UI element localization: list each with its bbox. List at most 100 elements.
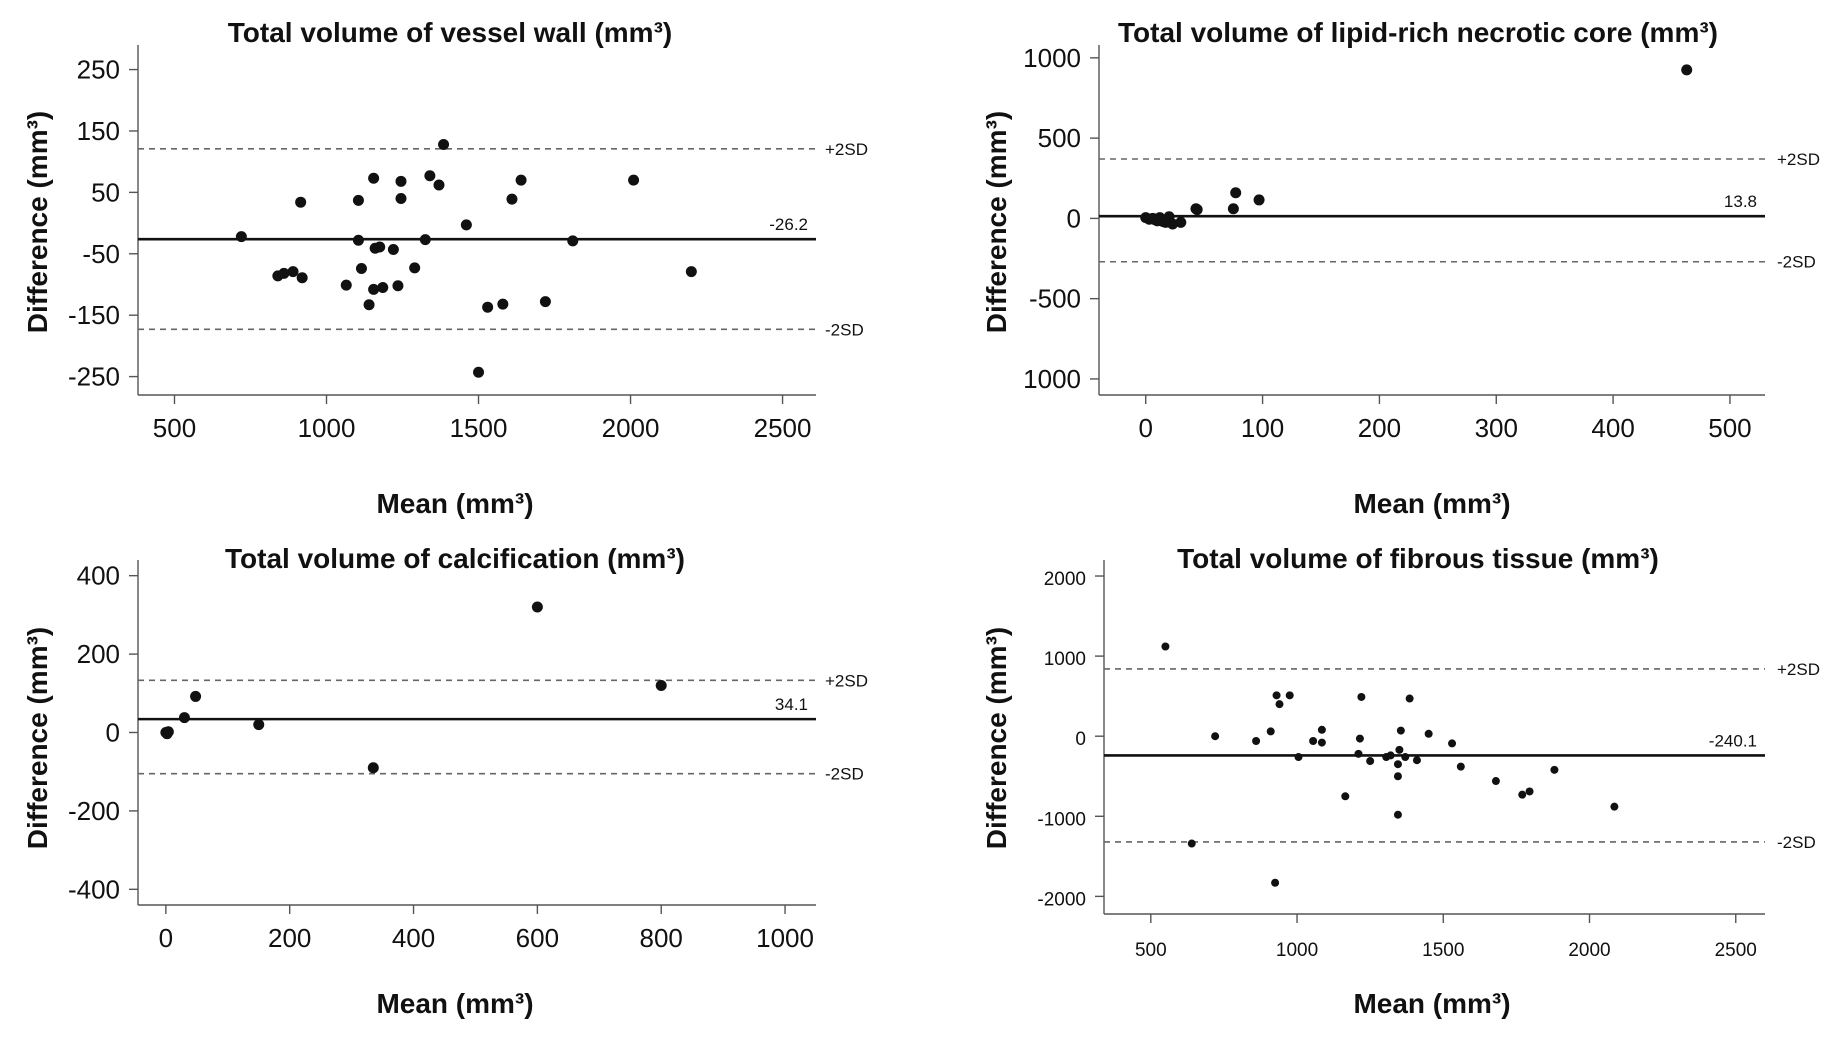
x-tick-label: 200: [1358, 413, 1401, 443]
data-point: [497, 298, 509, 310]
y-tick-label: 0: [1067, 203, 1081, 233]
data-point: [1309, 737, 1318, 746]
data-point: [515, 174, 527, 186]
upper-limit-label: +2SD: [825, 671, 868, 690]
y-tick-label: 1000: [1023, 364, 1081, 394]
y-tick-label: 50: [91, 177, 120, 207]
y-tick-label: 500: [1038, 123, 1081, 153]
x-axis-label: Mean (mm³): [1353, 988, 1510, 1019]
data-point: [162, 726, 174, 738]
y-tick-label: 150: [77, 116, 120, 146]
data-point: [419, 234, 431, 246]
data-point: [1266, 727, 1275, 736]
data-point: [1491, 777, 1500, 786]
upper-limit-label: +2SD: [1777, 660, 1820, 679]
y-tick-label: -200: [68, 796, 120, 826]
data-point: [482, 301, 494, 313]
data-point: [295, 196, 307, 208]
y-tick-label: -250: [68, 362, 120, 392]
x-tick-label: 2000: [602, 413, 660, 443]
data-point: [1393, 772, 1402, 781]
data-point: [1393, 810, 1402, 819]
y-tick-label: 200: [77, 639, 120, 669]
data-point: [1366, 757, 1375, 766]
chart-title: Total volume of lipid-rich necrotic core…: [1118, 17, 1718, 48]
data-point: [1317, 725, 1326, 734]
data-point: [473, 366, 485, 378]
y-tick-label: 0: [1075, 729, 1086, 750]
x-tick-label: 2000: [1568, 940, 1610, 961]
data-point: [433, 179, 445, 191]
mean-difference-label: -240.1: [1709, 731, 1757, 750]
lower-limit-label: -2SD: [1777, 833, 1816, 852]
data-point: [1211, 732, 1220, 741]
chart-title: Total volume of fibrous tissue (mm³): [1177, 543, 1659, 574]
chart-title: Total volume of vessel wall (mm³): [228, 17, 672, 48]
y-tick-label: 250: [77, 55, 120, 85]
data-point: [395, 193, 407, 205]
x-tick-label: 400: [392, 923, 435, 953]
data-point: [1448, 739, 1457, 748]
data-point: [1412, 756, 1421, 765]
data-point: [1187, 839, 1196, 848]
mean-difference-label: -26.2: [769, 215, 808, 234]
data-point: [685, 266, 697, 278]
data-point: [1405, 694, 1414, 703]
x-tick-label: 100: [1241, 413, 1284, 443]
panel-fibrous-tissue: Total volume of fibrous tissue (mm³) 500 1…: [981, 543, 1820, 1019]
data-point: [1341, 792, 1350, 801]
data-point: [1395, 745, 1404, 754]
x-tick-label: 400: [1591, 413, 1634, 443]
data-point: [506, 193, 518, 205]
data-point: [1393, 760, 1402, 769]
data-point: [655, 679, 667, 691]
data-point: [424, 170, 436, 182]
data-point: [1610, 802, 1619, 811]
y-tick-label: 0: [106, 718, 120, 748]
data-point: [1271, 878, 1280, 887]
data-point: [1294, 753, 1303, 762]
x-tick-label: 1000: [756, 923, 814, 953]
data-point: [1681, 64, 1693, 76]
lower-limit-label: -2SD: [825, 765, 864, 784]
x-tick-label: 1000: [298, 413, 356, 443]
data-point: [352, 194, 364, 206]
data-point: [367, 762, 379, 774]
y-tick-label: 2000: [1044, 569, 1086, 590]
data-point: [1161, 642, 1170, 651]
data-point: [363, 299, 375, 311]
x-axis-label: Mean (mm³): [376, 988, 533, 1019]
x-tick-label: 500: [1708, 413, 1751, 443]
y-axis-label: Difference (mm³): [981, 111, 1012, 333]
data-point: [438, 138, 450, 150]
y-tick-label: 1000: [1044, 649, 1086, 670]
x-tick-label: 600: [516, 923, 559, 953]
data-point: [395, 175, 407, 187]
data-point: [1424, 729, 1433, 738]
panel-lipid-rich-necrotic-core: Total volume of lipid-rich necrotic core…: [981, 17, 1820, 519]
y-tick-label: 1000: [1023, 43, 1081, 73]
data-point: [1355, 734, 1364, 743]
data-point: [1357, 692, 1366, 701]
data-point: [1285, 691, 1294, 700]
x-axis-label: Mean (mm³): [376, 488, 533, 519]
data-point: [178, 712, 190, 724]
y-axis-label: Difference (mm³): [22, 111, 53, 333]
panel-vessel-wall: Total volume of vessel wall (mm³) 500 1000…: [22, 17, 868, 519]
x-tick-label: 2500: [1715, 940, 1757, 961]
data-point: [1518, 790, 1527, 799]
data-point: [253, 719, 265, 731]
data-point: [1272, 691, 1281, 700]
data-point: [1191, 204, 1203, 216]
y-tick-label: -2000: [1037, 889, 1086, 910]
chart-title: Total volume of calcification (mm³): [225, 543, 685, 574]
data-point: [1317, 738, 1326, 747]
data-point: [409, 262, 421, 274]
x-tick-label: 300: [1475, 413, 1518, 443]
data-point: [377, 282, 389, 294]
x-tick-label: 500: [153, 413, 196, 443]
lower-limit-label: -2SD: [1777, 253, 1816, 272]
x-tick-label: 1500: [450, 413, 508, 443]
x-tick-label: 0: [1139, 413, 1153, 443]
x-tick-label: 0: [159, 923, 173, 953]
